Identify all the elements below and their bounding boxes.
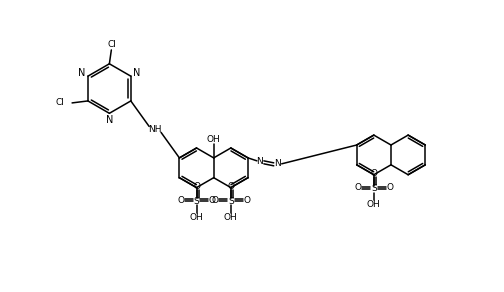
Text: Cl: Cl — [108, 41, 117, 49]
Text: OH: OH — [207, 135, 221, 144]
Text: N: N — [133, 68, 141, 78]
Text: O: O — [193, 182, 200, 191]
Text: N: N — [106, 115, 113, 125]
Text: O: O — [227, 182, 234, 191]
Text: O: O — [243, 196, 250, 205]
Text: S: S — [371, 184, 376, 193]
Text: NH: NH — [148, 125, 162, 134]
Text: O: O — [212, 196, 219, 205]
Text: N: N — [274, 159, 281, 168]
Text: O: O — [386, 183, 393, 192]
Text: S: S — [194, 197, 200, 206]
Text: S: S — [228, 197, 234, 206]
Text: OH: OH — [367, 200, 381, 209]
Text: O: O — [354, 183, 361, 192]
Text: O: O — [177, 196, 184, 205]
Text: OH: OH — [190, 213, 204, 222]
Text: Cl: Cl — [55, 98, 64, 107]
Text: O: O — [209, 196, 216, 205]
Text: O: O — [370, 169, 377, 178]
Text: OH: OH — [224, 213, 238, 222]
Text: N: N — [257, 157, 263, 166]
Text: N: N — [78, 68, 86, 78]
